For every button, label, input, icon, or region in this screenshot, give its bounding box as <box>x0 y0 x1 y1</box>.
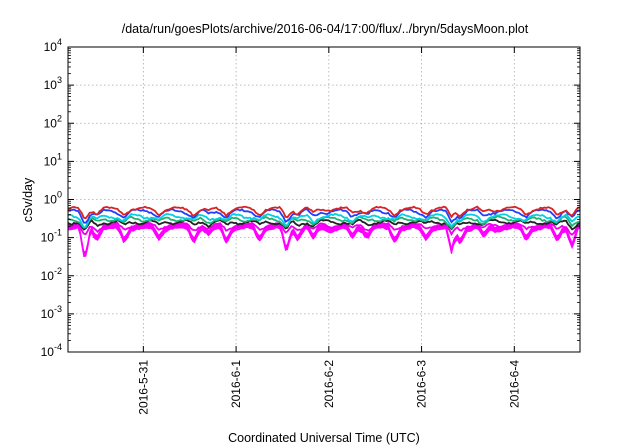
y-tick-label: 10-3 <box>41 304 62 321</box>
y-tick-label: 10-2 <box>41 266 62 283</box>
series-line <box>67 218 581 231</box>
series-line <box>67 205 581 220</box>
x-tick-label: 2016-5-31 <box>136 360 150 415</box>
series-line <box>67 221 581 237</box>
y-axis: 10-4 10-3 10-2 10-1 100 101 102 103 104 <box>41 37 580 359</box>
x-tick-label: 2016-6-4 <box>507 360 521 408</box>
x-tick-label: 2016-6-3 <box>415 360 429 408</box>
x-axis-label: Coordinated Universal Time (UTC) <box>228 431 420 445</box>
y-tick-label: 101 <box>44 151 62 168</box>
x-tick-label: 2016-6-1 <box>229 360 243 408</box>
y-tick-label: 10-4 <box>41 342 62 359</box>
y-tick-label: 103 <box>44 75 62 92</box>
y-tick-label: 102 <box>44 113 62 130</box>
series-line <box>67 208 581 224</box>
series-group <box>67 205 581 258</box>
y-tick-label: 100 <box>44 190 62 207</box>
chart-title: /data/run/goesPlots/archive/2016-06-04/1… <box>122 22 529 36</box>
x-axis: 2016-5-31 2016-6-1 2016-6-2 2016-6-3 2016-6-… <box>136 47 521 415</box>
grid-lines <box>68 47 580 352</box>
x-tick-label: 2016-6-2 <box>322 360 336 408</box>
y-tick-label: 10-1 <box>41 228 62 245</box>
y-axis-label: cSv/day <box>21 177 35 222</box>
y-tick-label: 104 <box>44 37 62 54</box>
series-line <box>67 212 581 229</box>
